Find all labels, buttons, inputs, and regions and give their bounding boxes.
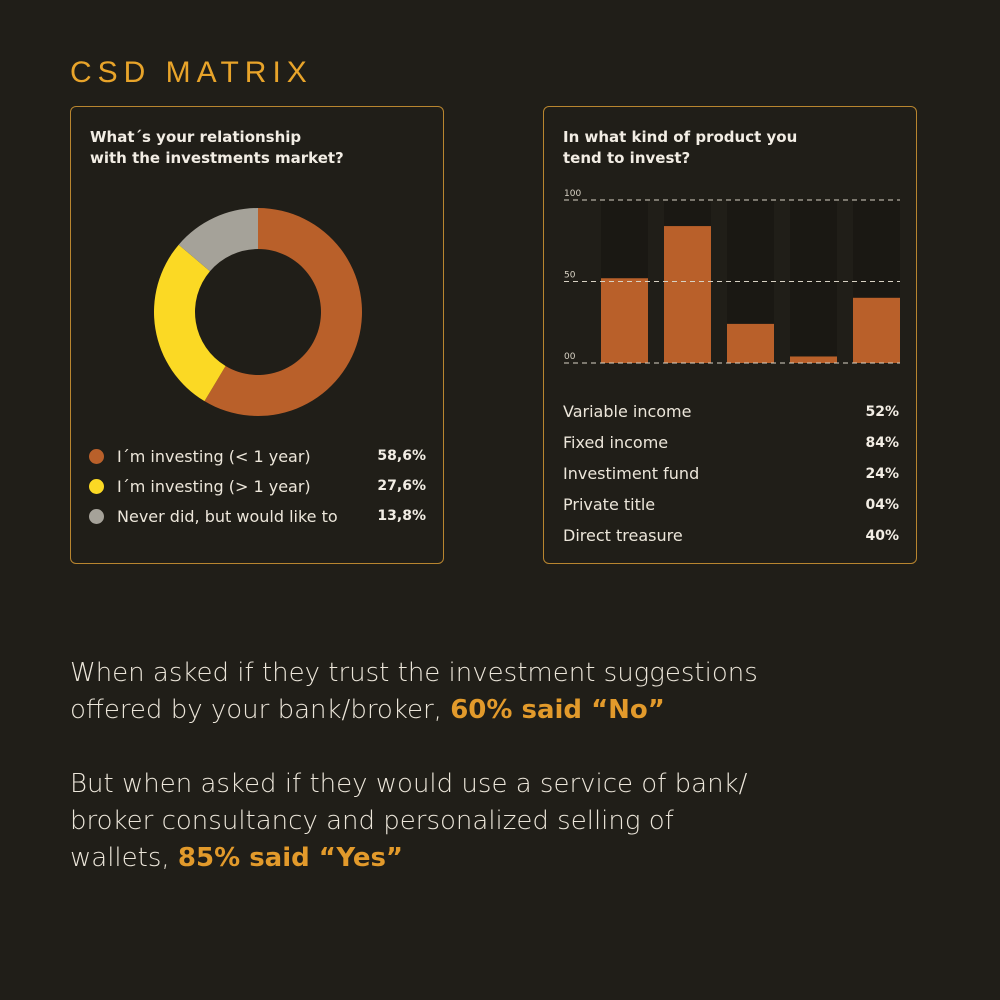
product-value: 84% (865, 434, 899, 451)
bar-1 (601, 278, 648, 363)
legend-item: I´m investing (> 1 year) 27,6% (89, 471, 426, 501)
product-row: Investiment fund 24% (563, 458, 899, 489)
donut-slice-1 (204, 208, 362, 416)
legend-label: Never did, but would like to (117, 506, 338, 526)
y-tick-label: 50 (564, 271, 576, 281)
product-title-line-1: In what kind of product you (563, 128, 798, 146)
legend-label: I´m investing (> 1 year) (117, 476, 311, 496)
trust-statement: When asked if they trust the investment … (70, 655, 950, 729)
trust-statement-line-1: When asked if they trust the investment … (70, 658, 758, 688)
bar-3 (727, 323, 774, 363)
consultancy-statement-line-2: broker consultancy and personalized sell… (70, 806, 674, 836)
legend-item: I´m investing (< 1 year) 58,6% (89, 441, 426, 471)
statements: When asked if they trust the investment … (70, 655, 950, 877)
trust-statement-line-2: offered by your bank/broker, (70, 695, 451, 725)
product-row: Fixed income 84% (563, 427, 899, 458)
legend-value: 27,6% (377, 478, 426, 494)
relationship-donut-chart (153, 208, 362, 416)
product-value: 52% (865, 403, 899, 420)
trust-statement-highlight: 60% said “No” (450, 695, 665, 725)
consultancy-statement-line-3: wallets, (70, 843, 178, 873)
bar-4 (790, 356, 837, 363)
product-row: Direct treasure 40% (563, 520, 899, 551)
legend-value: 58,6% (377, 448, 426, 464)
relationship-title-line-2: with the investments market? (90, 149, 344, 167)
product-row: Variable income 52% (563, 396, 899, 427)
donut-slice-2 (153, 244, 226, 402)
product-row: Private title 04% (563, 489, 899, 520)
product-label: Investiment fund (563, 464, 700, 483)
y-tick-label: 100 (564, 189, 581, 199)
product-card-title: In what kind of product you tend to inve… (563, 127, 863, 169)
legend-swatch (89, 478, 104, 494)
donut-slice-3 (178, 208, 258, 272)
product-label: Fixed income (563, 433, 669, 452)
product-label: Direct treasure (563, 526, 683, 545)
product-value: 04% (865, 496, 899, 513)
page-heading: CSD MATRIX (70, 56, 313, 89)
relationship-legend: I´m investing (< 1 year) 58,6% I´m investi… (89, 441, 426, 531)
product-value: 40% (865, 527, 899, 544)
relationship-title-line-1: What´s your relationship (90, 128, 302, 146)
product-label: Variable income (563, 402, 692, 421)
consultancy-statement-line-1: But when asked if they would use a servi… (70, 769, 748, 799)
bar-5 (853, 297, 900, 363)
legend-swatch (89, 508, 104, 524)
legend-swatch (89, 448, 104, 464)
product-value: 24% (865, 465, 899, 482)
legend-item: Never did, but would like to 13,8% (89, 501, 426, 531)
relationship-card: What´s your relationship with the invest… (70, 106, 444, 564)
product-card: In what kind of product you tend to inve… (543, 106, 917, 564)
consultancy-statement-highlight: 85% said “Yes” (177, 843, 404, 873)
legend-label: I´m investing (< 1 year) (117, 446, 311, 466)
product-bar-chart: 100 50 00 (564, 189, 900, 364)
consultancy-statement: But when asked if they would use a servi… (70, 766, 950, 877)
product-title-line-2: tend to invest? (563, 149, 691, 167)
legend-value: 13,8% (377, 508, 426, 524)
relationship-card-title: What´s your relationship with the invest… (90, 127, 390, 169)
y-tick-label: 00 (564, 352, 576, 362)
product-list: Variable income 52% Fixed income 84% Investi… (563, 396, 899, 551)
bar-2 (664, 226, 711, 363)
product-label: Private title (563, 495, 656, 514)
